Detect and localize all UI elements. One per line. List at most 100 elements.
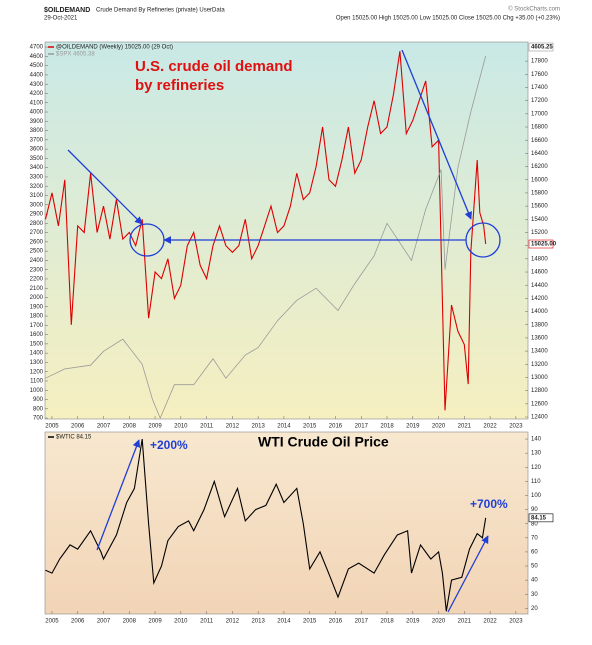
- y-tick-label: 4600: [30, 54, 44, 60]
- x-tick-label: 2017: [355, 619, 369, 625]
- y-tick-label: 2200: [30, 277, 44, 283]
- y-tick-label: 2300: [30, 267, 44, 273]
- y-tick-label: 3900: [30, 119, 44, 125]
- x-tick-label: 2012: [226, 619, 240, 625]
- y-tick-label: 4200: [30, 91, 44, 97]
- y-tick-label: 120: [531, 465, 542, 471]
- panel-1: [44, 41, 529, 420]
- y-tick-label: 40: [531, 578, 538, 584]
- y-tick-label: 2700: [30, 230, 44, 236]
- y-tick-label: 2900: [30, 212, 44, 218]
- last-value-label: 4605.25: [531, 45, 553, 51]
- legend-label: @OILDEMAND (Weekly) 15025.00 (29 Oct): [56, 45, 173, 51]
- annotation: U.S. crude oil demand: [135, 58, 293, 75]
- y-tick-label: 90: [531, 507, 538, 513]
- x-tick-label: 2014: [277, 619, 291, 625]
- x-tick-label: 2015: [303, 424, 317, 430]
- y-tick-label: 2800: [30, 221, 44, 227]
- y-tick-label: 2600: [30, 239, 44, 245]
- y-tick-label: 13400: [531, 349, 548, 355]
- y-tick-label: 1700: [30, 323, 44, 329]
- y-tick-label: 1800: [30, 314, 44, 320]
- arrow: [96, 439, 141, 551]
- series-line: [44, 51, 487, 411]
- y-tick-label: 16600: [531, 138, 548, 144]
- y-tick-label: 70: [531, 535, 538, 541]
- y-tick-label: 12800: [531, 388, 548, 394]
- y-tick-label: 140: [531, 437, 542, 443]
- x-tick-label: 2011: [200, 424, 214, 430]
- y-tick-label: 3200: [30, 184, 44, 190]
- x-tick-label: 2008: [123, 619, 137, 625]
- x-tick-label: 2019: [406, 424, 420, 430]
- last-value-box: [528, 239, 554, 249]
- x-tick-label: 2012: [226, 424, 240, 430]
- y-tick-label: 2400: [30, 258, 44, 264]
- y-tick-label: 1600: [30, 332, 44, 338]
- y-tick-label: 3000: [30, 202, 44, 208]
- y-tick-label: 15800: [531, 191, 548, 197]
- x-tick-label: 2021: [458, 619, 472, 625]
- x-tick-label: 2005: [45, 424, 59, 430]
- y-tick-label: 100: [531, 493, 542, 499]
- y-tick-label: 12400: [531, 415, 548, 421]
- arrow: [401, 49, 472, 220]
- y-tick-label: 20: [531, 606, 538, 612]
- x-tick-label: 2007: [97, 424, 111, 430]
- annotation: +700%: [470, 497, 508, 511]
- y-tick-label: 17800: [531, 59, 548, 65]
- x-tick-label: 2022: [483, 619, 497, 625]
- y-tick-label: 2500: [30, 249, 44, 255]
- y-tick-label: 1400: [30, 351, 44, 357]
- x-tick-label: 2018: [380, 619, 394, 625]
- y-tick-label: 13200: [531, 362, 548, 368]
- panel-2: [44, 431, 529, 615]
- x-tick-label: 2018: [380, 424, 394, 430]
- x-tick-label: 2010: [174, 619, 188, 625]
- y-tick-label: 4400: [30, 73, 44, 79]
- y-tick-label: 1000: [30, 388, 44, 394]
- header-quote: Open 15025.00 High 15025.00 Low 15025.00…: [336, 16, 560, 22]
- legend-label: $WTIC 84.15: [56, 435, 92, 441]
- y-tick-label: 1100: [30, 379, 44, 385]
- x-tick-label: 2019: [406, 619, 420, 625]
- y-tick-label: 1300: [30, 360, 44, 366]
- y-tick-label: 16400: [531, 151, 548, 157]
- circle: [465, 222, 501, 258]
- x-tick-label: 2022: [483, 424, 497, 430]
- y-tick-label: 2000: [30, 295, 44, 301]
- y-tick-label: 3700: [30, 137, 44, 143]
- y-tick-label: 3400: [30, 165, 44, 171]
- y-tick-label: 2100: [30, 286, 44, 292]
- y-tick-label: 14400: [531, 283, 548, 289]
- annotation-shapes: [67, 49, 501, 613]
- y-tick-label: 15200: [531, 230, 548, 236]
- last-value-label: 84.15: [531, 515, 547, 521]
- y-tick-label: 13000: [531, 375, 548, 381]
- plots: 2005 2006 2007 2008 2009 2010 2011 2012 2013 2014…: [30, 42, 557, 625]
- y-tick-label: 15400: [531, 217, 548, 223]
- last-value-box: [528, 42, 554, 52]
- y-tick-label: 16800: [531, 125, 548, 131]
- series-line: [45, 55, 487, 420]
- y-tick-label: 14600: [531, 270, 548, 276]
- y-tick-label: 4700: [30, 45, 44, 51]
- x-tick-label: 2006: [71, 424, 85, 430]
- y-tick-label: 60: [531, 550, 538, 556]
- header-subtitle: Crude Demand By Refineries (private) Use…: [96, 8, 225, 14]
- annotation: +200%: [150, 438, 188, 452]
- y-tick-label: 4500: [30, 63, 44, 69]
- y-tick-label: 80: [531, 521, 538, 527]
- y-tick-label: 50: [531, 564, 538, 570]
- panel-title: WTI Crude Oil Price: [258, 434, 389, 450]
- y-tick-label: 110: [531, 479, 541, 485]
- y-tick-label: 3100: [30, 193, 44, 199]
- y-tick-label: 14800: [531, 256, 548, 262]
- y-tick-label: 14200: [531, 296, 548, 302]
- y-tick-label: 4300: [30, 82, 44, 88]
- arrow: [67, 149, 143, 225]
- y-tick-label: 13800: [531, 322, 548, 328]
- x-tick-label: 2005: [45, 619, 59, 625]
- x-tick-label: 2023: [509, 619, 523, 625]
- x-tick-label: 2009: [148, 619, 162, 625]
